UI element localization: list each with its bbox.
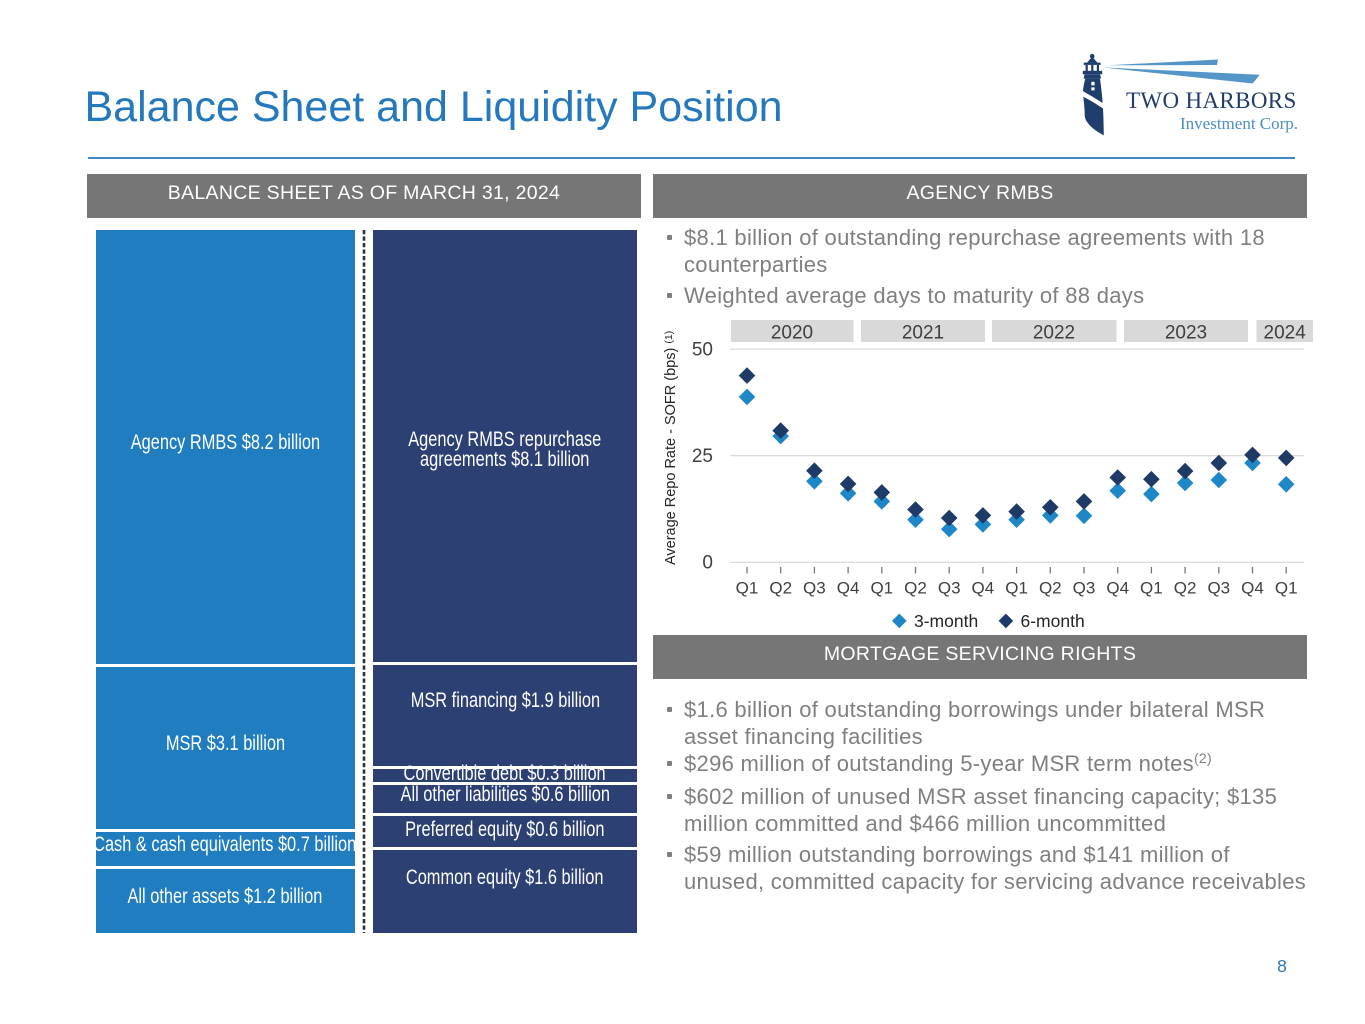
svg-text:2021: 2021 bbox=[902, 323, 944, 344]
svg-text:2023: 2023 bbox=[1165, 323, 1207, 344]
svg-text:Average Repo Rate - SOFR (bps): Average Repo Rate - SOFR (bps) (1) bbox=[663, 331, 679, 565]
svg-text:Q1: Q1 bbox=[1140, 579, 1163, 598]
svg-text:Q1: Q1 bbox=[1005, 579, 1028, 598]
svg-text:Q4: Q4 bbox=[1106, 579, 1129, 598]
svg-text:2022: 2022 bbox=[1033, 323, 1075, 344]
svg-text:2020: 2020 bbox=[771, 323, 813, 344]
svg-text:Q2: Q2 bbox=[904, 579, 927, 598]
svg-text:Q3: Q3 bbox=[803, 579, 826, 598]
svg-text:Q2: Q2 bbox=[769, 579, 792, 598]
svg-text:Q4: Q4 bbox=[1241, 579, 1264, 598]
svg-text:25: 25 bbox=[692, 446, 713, 467]
svg-text:Q1: Q1 bbox=[736, 579, 759, 598]
svg-text:Q1: Q1 bbox=[1275, 579, 1298, 598]
svg-text:Q2: Q2 bbox=[1174, 579, 1197, 598]
svg-text:Q4: Q4 bbox=[837, 579, 860, 598]
svg-text:TWO HARBORS: TWO HARBORS bbox=[1126, 88, 1297, 113]
svg-text:Q1: Q1 bbox=[870, 579, 893, 598]
svg-text:0: 0 bbox=[702, 553, 713, 574]
svg-text:Q4: Q4 bbox=[972, 579, 995, 598]
svg-text:50: 50 bbox=[692, 340, 713, 361]
svg-text:Q3: Q3 bbox=[938, 579, 961, 598]
svg-text:6-month: 6-month bbox=[1021, 611, 1085, 631]
svg-text:3-month: 3-month bbox=[914, 611, 978, 631]
svg-text:Q2: Q2 bbox=[1039, 579, 1062, 598]
svg-text:Q3: Q3 bbox=[1207, 579, 1230, 598]
svg-text:Q3: Q3 bbox=[1073, 579, 1096, 598]
svg-text:2024: 2024 bbox=[1264, 323, 1307, 344]
svg-text:Investment Corp.: Investment Corp. bbox=[1180, 114, 1298, 133]
